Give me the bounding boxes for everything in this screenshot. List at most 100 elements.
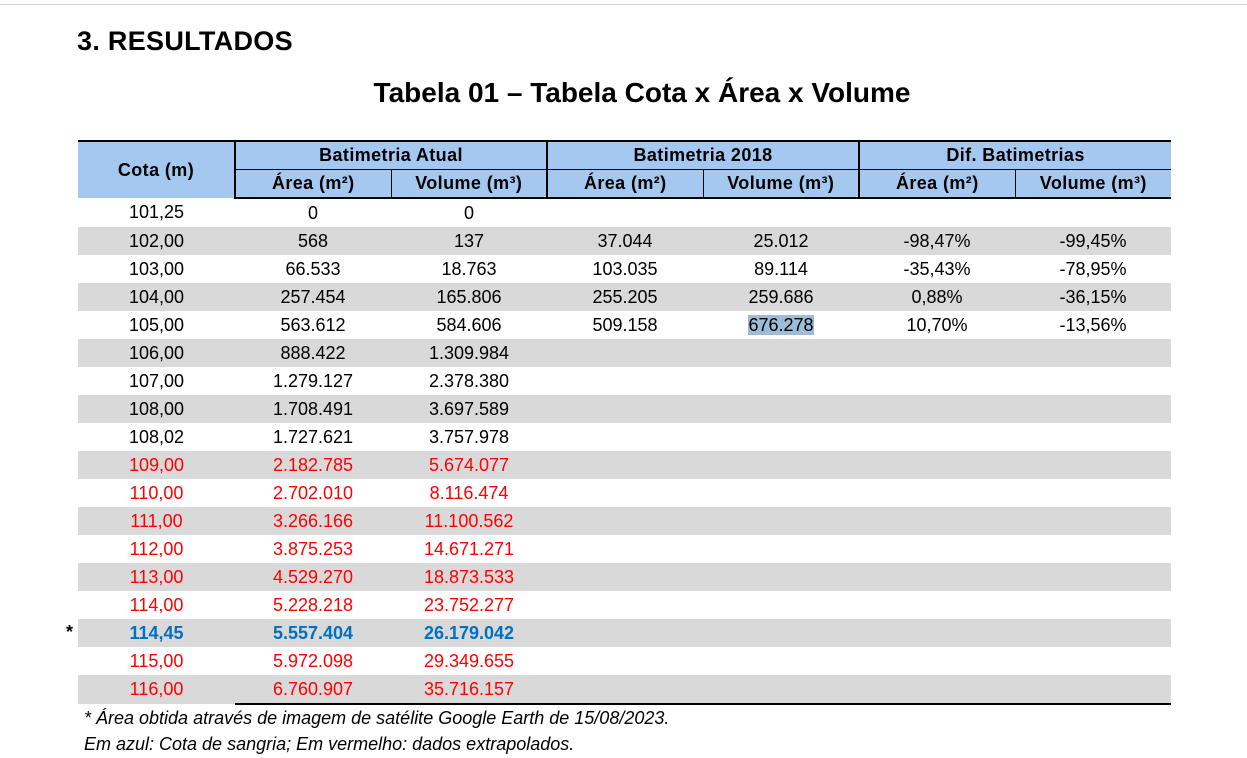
area-2018-cell[interactable]: 37.044 <box>547 227 704 255</box>
area-dif-cell[interactable] <box>859 367 1015 395</box>
volume-2018-cell[interactable]: 259.686 <box>703 283 860 311</box>
volume-2018-cell[interactable]: 89.114 <box>754 258 808 279</box>
area-2018-cell[interactable] <box>547 647 703 675</box>
volume-atual-cell[interactable]: 11.100.562 <box>391 507 548 535</box>
area-dif-cell[interactable] <box>859 451 1016 479</box>
volume-dif-cell[interactable]: -36,15% <box>1015 283 1172 311</box>
area-atual-cell[interactable]: 563.612 <box>280 314 346 335</box>
volume-atual-cell[interactable]: 8.116.474 <box>429 482 509 503</box>
area-2018-cell[interactable] <box>547 507 704 535</box>
volume-atual-cell[interactable]: 23.752.277 <box>423 594 515 615</box>
volume-atual-cell[interactable]: 584.606 <box>436 314 502 335</box>
area-dif-cell[interactable] <box>859 619 1016 647</box>
area-2018-cell[interactable] <box>547 619 704 647</box>
volume-atual-cell[interactable]: 14.671.271 <box>423 538 515 559</box>
area-dif-cell[interactable]: 10,70% <box>906 314 968 335</box>
area-2018-cell[interactable] <box>547 339 704 367</box>
volume-dif-cell[interactable] <box>1015 367 1171 395</box>
area-dif-cell[interactable]: -35,43% <box>903 258 971 279</box>
volume-dif-cell[interactable] <box>1015 591 1171 619</box>
cota-cell[interactable]: 106,00 <box>78 339 235 367</box>
volume-atual-cell[interactable]: 26.179.042 <box>391 619 548 647</box>
volume-dif-cell[interactable] <box>1015 479 1171 507</box>
cota-cell[interactable]: 105,00 <box>128 314 185 335</box>
area-dif-cell[interactable] <box>859 535 1015 563</box>
volume-dif-cell[interactable] <box>1015 563 1172 591</box>
area-atual-cell[interactable]: 4.529.270 <box>235 563 391 591</box>
cota-cell[interactable]: 107,00 <box>128 370 185 391</box>
volume-2018-cell[interactable]: 25.012 <box>703 227 860 255</box>
area-2018-cell[interactable] <box>547 479 703 507</box>
area-dif-cell[interactable] <box>859 591 1015 619</box>
area-atual-cell[interactable]: 5.557.404 <box>235 619 391 647</box>
volume-2018-cell[interactable] <box>703 423 859 451</box>
area-dif-cell[interactable] <box>859 479 1015 507</box>
cota-cell[interactable]: 101,25 <box>128 202 185 222</box>
area-2018-cell[interactable] <box>547 563 704 591</box>
area-2018-cell[interactable] <box>547 198 703 227</box>
area-dif-cell[interactable] <box>859 198 1015 227</box>
area-dif-cell[interactable] <box>859 423 1015 451</box>
volume-dif-cell[interactable]: -78,95% <box>1059 258 1127 279</box>
area-atual-cell[interactable]: 1.279.127 <box>272 370 354 391</box>
volume-2018-cell[interactable] <box>703 395 860 423</box>
area-2018-cell[interactable] <box>547 367 703 395</box>
area-atual-cell[interactable]: 5.972.098 <box>272 650 354 671</box>
volume-atual-cell[interactable]: 165.806 <box>391 283 548 311</box>
area-atual-cell[interactable]: 568 <box>235 227 391 255</box>
volume-dif-cell[interactable]: -99,45% <box>1015 227 1172 255</box>
volume-dif-cell[interactable] <box>1015 423 1171 451</box>
area-dif-cell[interactable] <box>859 675 1016 705</box>
volume-dif-cell[interactable] <box>1015 675 1172 705</box>
cota-cell[interactable]: 115,00 <box>129 650 184 671</box>
area-dif-cell[interactable] <box>859 395 1016 423</box>
volume-2018-cell[interactable] <box>703 647 859 675</box>
cota-cell[interactable]: 114,45 <box>78 619 235 647</box>
area-dif-cell[interactable] <box>859 507 1016 535</box>
area-atual-cell[interactable]: 1.727.621 <box>272 426 354 447</box>
volume-dif-cell[interactable] <box>1015 619 1172 647</box>
volume-2018-cell[interactable] <box>703 339 860 367</box>
area-atual-cell[interactable]: 2.702.010 <box>272 482 354 503</box>
cota-cell[interactable]: 102,00 <box>78 227 235 255</box>
volume-atual-cell[interactable]: 0 <box>464 202 475 223</box>
volume-2018-cell[interactable] <box>703 367 859 395</box>
area-atual-cell[interactable]: 257.454 <box>235 283 391 311</box>
cota-cell[interactable]: 111,00 <box>78 507 235 535</box>
volume-dif-cell[interactable] <box>1015 647 1171 675</box>
area-2018-cell[interactable] <box>547 675 704 705</box>
cota-cell[interactable]: 109,00 <box>78 451 235 479</box>
area-atual-cell[interactable]: 66.533 <box>285 258 341 279</box>
volume-dif-cell[interactable]: -13,56% <box>1059 314 1127 335</box>
area-2018-cell[interactable] <box>547 591 703 619</box>
cota-cell[interactable]: 114,00 <box>129 594 184 615</box>
area-atual-cell[interactable]: 2.182.785 <box>235 451 391 479</box>
area-2018-cell[interactable]: 509.158 <box>592 314 658 335</box>
area-2018-cell[interactable] <box>547 423 703 451</box>
area-2018-cell[interactable] <box>547 395 704 423</box>
volume-dif-cell[interactable] <box>1015 507 1172 535</box>
volume-atual-cell[interactable]: 137 <box>391 227 548 255</box>
volume-2018-cell[interactable] <box>703 675 860 705</box>
volume-atual-cell[interactable]: 29.349.655 <box>423 650 515 671</box>
area-atual-cell[interactable]: 1.708.491 <box>235 395 391 423</box>
area-atual-cell[interactable]: 3.266.166 <box>235 507 391 535</box>
volume-2018-cell[interactable] <box>703 479 859 507</box>
cota-cell[interactable]: 108,02 <box>128 426 185 447</box>
selected-text[interactable]: 676.278 <box>748 314 814 335</box>
cota-cell[interactable]: 104,00 <box>78 283 235 311</box>
volume-dif-cell[interactable] <box>1015 198 1171 227</box>
cota-cell[interactable]: 110,00 <box>129 482 184 503</box>
volume-2018-cell-selected[interactable]: 676.278 <box>703 311 859 339</box>
volume-2018-cell[interactable] <box>703 451 860 479</box>
volume-2018-cell[interactable] <box>703 619 860 647</box>
area-dif-cell[interactable] <box>859 647 1015 675</box>
cota-cell[interactable]: 113,00 <box>78 563 235 591</box>
volume-atual-cell[interactable]: 2.378.380 <box>428 370 510 391</box>
volume-dif-cell[interactable] <box>1015 535 1171 563</box>
volume-atual-cell[interactable]: 1.309.984 <box>391 339 548 367</box>
cota-cell[interactable]: 108,00 <box>78 395 235 423</box>
volume-atual-cell[interactable]: 5.674.077 <box>391 451 548 479</box>
cota-cell[interactable]: 116,00 <box>78 675 235 704</box>
area-dif-cell[interactable] <box>859 339 1016 367</box>
